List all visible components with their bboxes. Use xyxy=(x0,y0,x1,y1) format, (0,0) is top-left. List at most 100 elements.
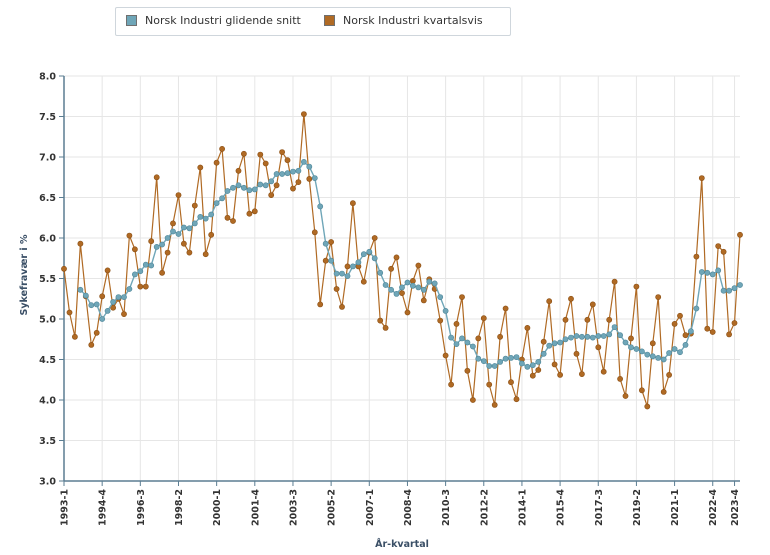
data-point-moving-average[interactable] xyxy=(709,271,716,278)
data-point-moving-average[interactable] xyxy=(639,348,645,355)
data-point-quarterly[interactable] xyxy=(579,371,585,377)
data-point-quarterly[interactable] xyxy=(230,218,236,224)
data-point-quarterly[interactable] xyxy=(99,293,106,300)
data-point-quarterly[interactable] xyxy=(600,368,607,375)
data-point-quarterly[interactable] xyxy=(513,396,520,403)
data-point-moving-average[interactable] xyxy=(600,333,607,339)
data-point-quarterly[interactable] xyxy=(208,231,215,238)
legend-item-moving-average[interactable]: Norsk Industri glidende snitt xyxy=(126,14,301,27)
data-point-moving-average[interactable] xyxy=(393,290,400,297)
data-point-moving-average[interactable] xyxy=(366,248,373,255)
data-point-quarterly[interactable] xyxy=(524,324,531,331)
data-point-quarterly[interactable] xyxy=(153,174,160,181)
data-point-quarterly[interactable] xyxy=(486,381,493,388)
data-point-moving-average[interactable] xyxy=(262,182,269,189)
data-point-quarterly[interactable] xyxy=(491,401,498,408)
data-point-quarterly[interactable] xyxy=(240,150,247,157)
data-point-moving-average[interactable] xyxy=(186,225,193,232)
data-point-moving-average[interactable] xyxy=(382,282,389,288)
data-point-moving-average[interactable] xyxy=(715,267,722,274)
data-point-quarterly[interactable] xyxy=(257,151,264,158)
data-point-moving-average[interactable] xyxy=(344,273,351,279)
data-point-quarterly[interactable] xyxy=(453,320,460,327)
data-point-moving-average[interactable] xyxy=(497,358,503,365)
data-point-quarterly[interactable] xyxy=(290,185,296,192)
data-point-moving-average[interactable] xyxy=(273,171,280,177)
data-point-moving-average[interactable] xyxy=(546,342,553,349)
data-point-moving-average[interactable] xyxy=(622,339,629,346)
data-point-quarterly[interactable] xyxy=(584,316,591,323)
data-point-quarterly[interactable] xyxy=(262,160,269,167)
data-point-moving-average[interactable] xyxy=(170,228,176,235)
data-point-moving-average[interactable] xyxy=(360,251,367,258)
data-point-quarterly[interactable] xyxy=(568,295,574,302)
data-point-quarterly[interactable] xyxy=(540,338,547,345)
data-point-quarterly[interactable] xyxy=(235,167,242,174)
data-point-moving-average[interactable] xyxy=(655,354,662,361)
data-point-quarterly[interactable] xyxy=(393,254,400,261)
data-point-quarterly[interactable] xyxy=(698,175,705,181)
data-point-quarterly[interactable] xyxy=(693,253,700,260)
data-point-quarterly[interactable] xyxy=(551,361,558,368)
data-point-quarterly[interactable] xyxy=(388,265,394,272)
data-point-quarterly[interactable] xyxy=(589,301,596,308)
data-point-moving-average[interactable] xyxy=(121,294,127,300)
data-point-moving-average[interactable] xyxy=(491,363,498,369)
data-point-quarterly[interactable] xyxy=(186,249,193,256)
data-point-quarterly[interactable] xyxy=(66,309,73,316)
data-point-quarterly[interactable] xyxy=(529,372,536,379)
data-point-quarterly[interactable] xyxy=(404,309,411,316)
data-point-moving-average[interactable] xyxy=(322,240,329,247)
data-point-moving-average[interactable] xyxy=(137,268,144,275)
data-point-quarterly[interactable] xyxy=(268,192,275,198)
data-point-quarterly[interactable] xyxy=(142,283,149,290)
data-point-moving-average[interactable] xyxy=(93,301,100,308)
data-point-moving-average[interactable] xyxy=(339,270,345,277)
data-point-quarterly[interactable] xyxy=(573,350,580,357)
data-point-moving-average[interactable] xyxy=(660,356,667,363)
data-point-moving-average[interactable] xyxy=(349,263,356,270)
data-point-quarterly[interactable] xyxy=(562,316,569,323)
data-point-moving-average[interactable] xyxy=(235,182,242,189)
data-point-quarterly[interactable] xyxy=(709,329,716,335)
data-point-quarterly[interactable] xyxy=(219,145,225,152)
data-point-quarterly[interactable] xyxy=(170,220,176,227)
data-point-quarterly[interactable] xyxy=(671,320,678,327)
data-point-moving-average[interactable] xyxy=(442,307,449,314)
data-point-moving-average[interactable] xyxy=(104,307,111,314)
data-point-moving-average[interactable] xyxy=(698,269,705,275)
data-point-quarterly[interactable] xyxy=(633,283,640,290)
data-point-moving-average[interactable] xyxy=(317,203,324,210)
data-point-quarterly[interactable] xyxy=(333,286,340,292)
data-point-moving-average[interactable] xyxy=(437,294,444,300)
data-point-moving-average[interactable] xyxy=(426,278,433,285)
data-point-quarterly[interactable] xyxy=(339,303,345,310)
data-point-quarterly[interactable] xyxy=(131,246,138,253)
data-point-quarterly[interactable] xyxy=(322,257,329,264)
data-point-moving-average[interactable] xyxy=(524,363,531,370)
data-point-quarterly[interactable] xyxy=(311,229,318,236)
data-point-moving-average[interactable] xyxy=(164,235,171,241)
data-point-moving-average[interactable] xyxy=(377,269,384,276)
data-point-quarterly[interactable] xyxy=(677,312,683,319)
data-point-moving-average[interactable] xyxy=(82,292,89,299)
data-point-moving-average[interactable] xyxy=(268,178,275,185)
data-point-moving-average[interactable] xyxy=(399,284,405,291)
data-point-quarterly[interactable] xyxy=(704,325,711,332)
data-point-moving-average[interactable] xyxy=(213,200,220,207)
data-point-moving-average[interactable] xyxy=(191,220,198,227)
data-point-quarterly[interactable] xyxy=(360,278,367,285)
data-point-moving-average[interactable] xyxy=(611,324,618,330)
data-point-moving-average[interactable] xyxy=(459,335,465,342)
data-point-moving-average[interactable] xyxy=(606,331,613,338)
data-point-moving-average[interactable] xyxy=(148,262,155,269)
data-point-moving-average[interactable] xyxy=(311,175,318,181)
data-point-quarterly[interactable] xyxy=(611,278,618,285)
data-point-quarterly[interactable] xyxy=(175,192,182,198)
data-point-moving-average[interactable] xyxy=(415,284,422,291)
data-point-moving-average[interactable] xyxy=(731,285,738,292)
data-point-moving-average[interactable] xyxy=(409,282,416,289)
data-point-moving-average[interactable] xyxy=(159,241,165,248)
data-point-moving-average[interactable] xyxy=(682,341,689,348)
data-point-moving-average[interactable] xyxy=(431,280,438,287)
